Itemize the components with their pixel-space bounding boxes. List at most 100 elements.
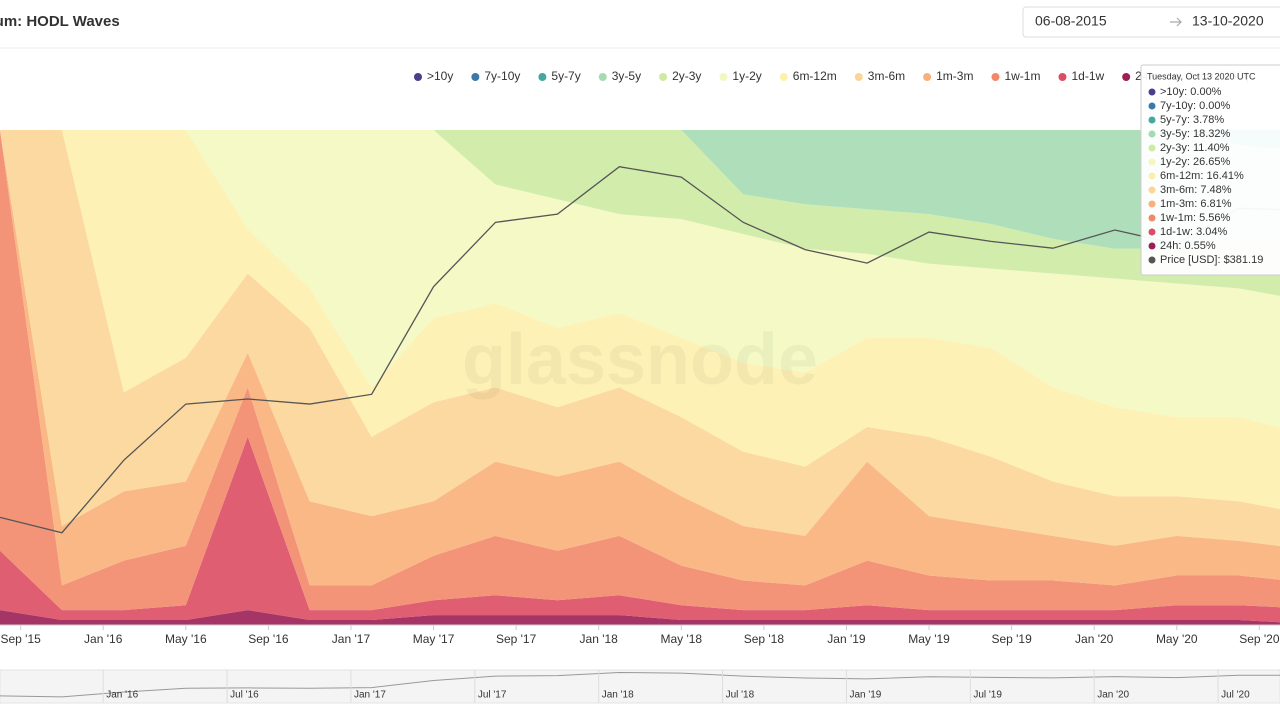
area <box>0 130 1280 428</box>
chart-title: Ethereum: HODL Waves <box>0 13 120 30</box>
area <box>0 130 1280 586</box>
x-tick-label: Jan '18 <box>580 632 619 646</box>
legend-label: 7y-10y <box>484 69 520 83</box>
tooltip-line: 3y-5y: 18.32% <box>1160 128 1231 140</box>
tooltip-line: Price [USD]: $381.19 <box>1160 254 1263 266</box>
x-tick-label: Jan '19 <box>827 632 866 646</box>
plot-area: Sep '15 Jan '16 May '16 Sep '16 Jan '17 May '… <box>0 130 1280 646</box>
x-tick-label: Sep '18 <box>744 632 785 646</box>
x-tick-label: May '16 <box>165 632 207 646</box>
tooltip-dot <box>1148 186 1156 194</box>
navigator-tick-label: Jul '19 <box>973 690 1002 701</box>
navigator-tick-label: Jan '16 <box>106 690 138 701</box>
legend-dot <box>598 73 607 81</box>
date-to[interactable]: 13-10-2020 <box>1192 13 1264 29</box>
x-tick-label: May '20 <box>1156 632 1198 646</box>
legend-label: 1y-2y <box>732 69 761 83</box>
tooltip-dot <box>1148 158 1156 166</box>
tooltip-title: Tuesday, Oct 13 2020 UTC <box>1147 71 1256 81</box>
area <box>0 130 1280 296</box>
legend-label: 6m-12m <box>793 69 837 83</box>
legend-dot <box>923 73 932 81</box>
legend-label: 1w-1m <box>1004 69 1040 83</box>
area <box>0 130 1280 249</box>
x-tick-label: May '17 <box>413 632 455 646</box>
area <box>0 130 1280 546</box>
tooltip-line: >10y: 0.00% <box>1160 86 1222 98</box>
tooltip-dot <box>1148 130 1156 138</box>
tooltip-dot <box>1148 102 1156 110</box>
area <box>0 130 1280 611</box>
legend-dot <box>471 73 480 81</box>
tooltip-dot <box>1148 228 1156 236</box>
area <box>0 130 1280 509</box>
tooltip-dot <box>1148 214 1156 222</box>
x-tick-label: Sep '17 <box>496 632 537 646</box>
legend-dot <box>414 73 422 81</box>
legend-label: 5y-7y <box>551 69 580 83</box>
legend-label: 1d-1w <box>1071 69 1104 83</box>
navigator-tick-label: Jul '16 <box>230 690 259 701</box>
legend-label: 1m-3m <box>936 69 973 83</box>
legend-dot <box>854 73 863 81</box>
legend-dot <box>1058 73 1067 81</box>
tooltip-line: 6m-12m: 16.41% <box>1160 170 1244 182</box>
x-tick-label: Sep '20 <box>1239 632 1280 646</box>
x-tick-label: Sep '15 <box>0 632 41 646</box>
tooltip-dot <box>1148 144 1156 152</box>
tooltip-line: 24h: 0.55% <box>1160 240 1216 252</box>
tooltip-line: 1d-1w: 3.04% <box>1160 226 1227 238</box>
tooltip-dot <box>1148 116 1156 124</box>
tooltip-box <box>1140 64 1280 276</box>
tooltip-dot <box>1148 88 1156 96</box>
legend-dot <box>659 73 668 81</box>
price-line <box>0 166 1280 534</box>
navigator-tick-label: Jan '18 <box>602 690 634 701</box>
legend-label: >10y <box>427 69 453 83</box>
x-tick-label: Sep '16 <box>248 632 289 646</box>
x-tick-label: May '18 <box>660 632 702 646</box>
tooltip-line: 1w-1m: 5.56% <box>1160 212 1231 224</box>
tooltip-dot <box>1148 256 1156 264</box>
date-arrow <box>1170 17 1182 27</box>
tooltip-dot <box>1148 242 1156 250</box>
tooltip: Tuesday, Oct 13 2020 UTC >10y: 0.00% 7y-10… <box>1140 64 1280 276</box>
navigator[interactable]: Jan '16 Jul '16 Jan '17 Jul '17 Jan '18 Jul '… <box>0 669 1280 704</box>
legend-dot <box>1122 73 1131 81</box>
x-tick-label: May '19 <box>908 632 950 646</box>
tooltip-line: 5y-7y: 3.78% <box>1160 114 1224 126</box>
navigator-tick-label: Jul '18 <box>726 690 755 701</box>
x-tick-label: Sep '19 <box>991 632 1032 646</box>
area <box>0 436 1280 623</box>
x-tick-label: Jan '16 <box>84 632 123 646</box>
legend-label: 3m-6m <box>868 69 905 83</box>
tooltip-dot <box>1148 200 1156 208</box>
navigator-tick-label: Jul '17 <box>478 690 507 701</box>
navigator-line <box>0 671 1280 698</box>
legend-dot <box>719 73 728 81</box>
tooltip-dot <box>1148 172 1156 180</box>
tooltip-line: 3m-6m: 7.48% <box>1160 184 1232 196</box>
legend-dot <box>779 73 788 81</box>
date-range-box[interactable] <box>1022 6 1280 38</box>
tooltip-line: 2y-3y: 11.40% <box>1160 142 1230 154</box>
legend-dot <box>991 73 1000 81</box>
x-tick-label: Jan '20 <box>1075 632 1114 646</box>
tooltip-line: 1m-3m: 6.81% <box>1160 198 1232 210</box>
navigator-tick-label: Jan '19 <box>849 690 881 701</box>
navigator-tick-label: Jan '20 <box>1097 690 1129 701</box>
legend-label: 3y-5y <box>612 69 641 83</box>
navigator-tick-label: Jul '20 <box>1221 690 1250 701</box>
navigator-tick-label: Jan '17 <box>354 690 386 701</box>
area <box>0 610 1280 625</box>
tooltip-line: 7y-10y: 0.00% <box>1160 100 1231 112</box>
navigator-box <box>0 669 1280 704</box>
x-tick-label: Jan '17 <box>332 632 371 646</box>
tooltip-line: 1y-2y: 26.65% <box>1160 156 1231 168</box>
watermark: glassnode <box>462 320 818 400</box>
legend-dot <box>538 73 547 81</box>
legend-label: 2y-3y <box>672 69 701 83</box>
date-from[interactable]: 06-08-2015 <box>1035 13 1107 29</box>
